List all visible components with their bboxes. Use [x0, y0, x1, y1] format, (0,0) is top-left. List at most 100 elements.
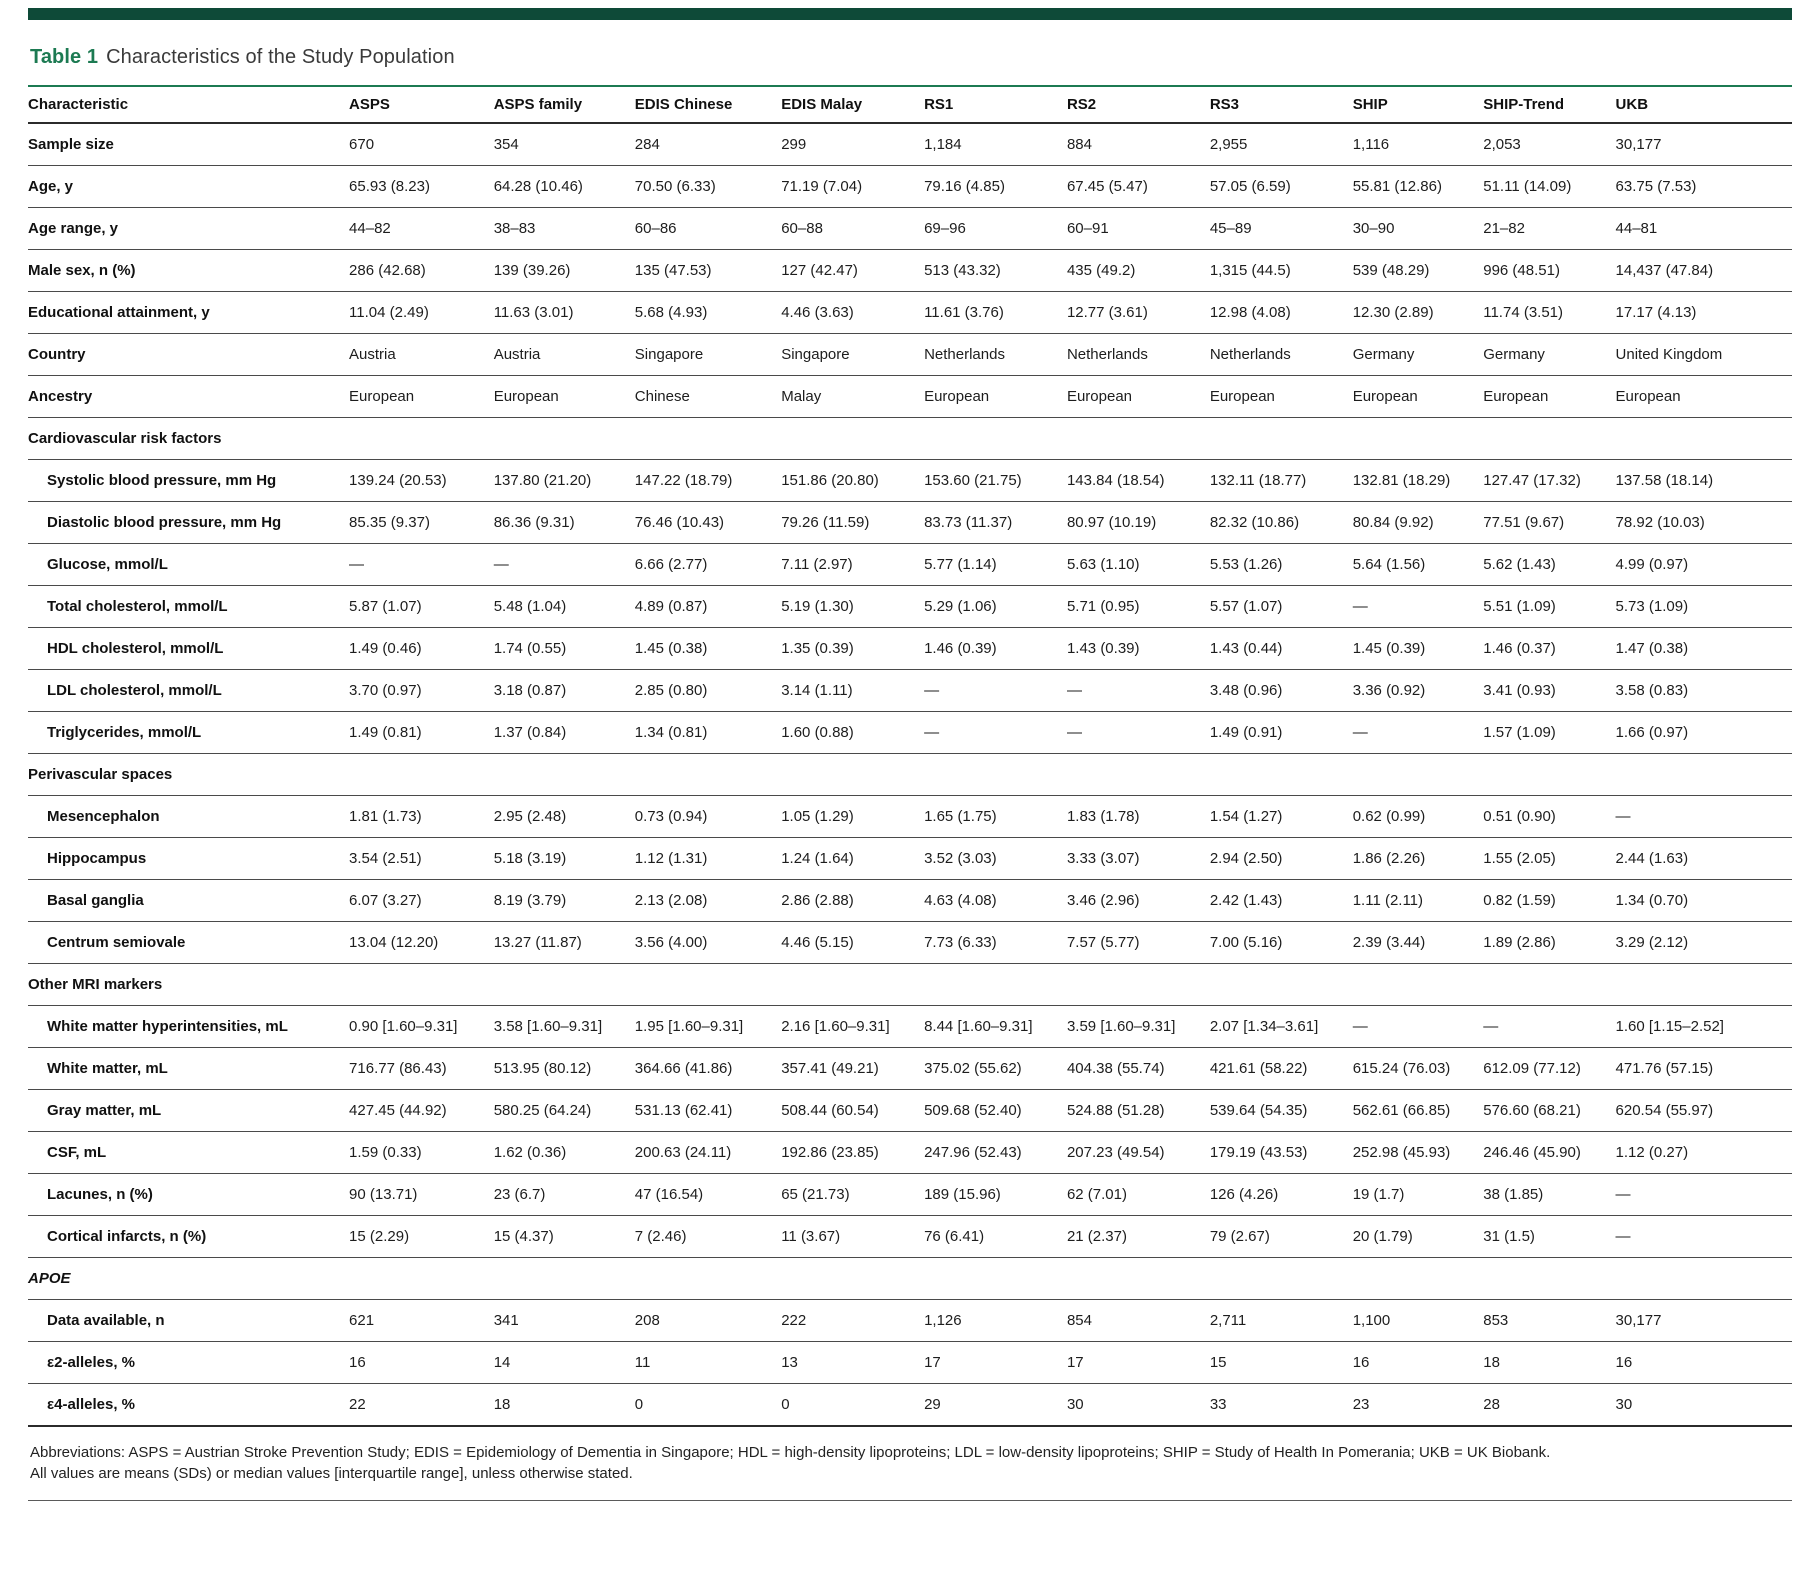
value-cell: 80.97 (10.19) — [1066, 501, 1210, 544]
value-cell: 23 (6.7) — [493, 1173, 635, 1216]
table-row: Data available, n 621 341 208 222 1,126 854 2,7… — [28, 1299, 1792, 1342]
value-cell: 3.56 (4.00) — [634, 921, 782, 964]
table-row: Age range, y 44–82 38–83 60–86 60–88 69–96 60–… — [28, 207, 1792, 250]
value-cell: 3.14 (1.11) — [781, 669, 925, 712]
row-label: CSF, mL — [28, 1131, 350, 1174]
value-cell: — — [1615, 1173, 1792, 1216]
value-cell: 18 — [1483, 1341, 1616, 1384]
row-label: Data available, n — [28, 1299, 350, 1342]
value-cell: 404.38 (55.74) — [1066, 1047, 1210, 1090]
column-header: Characteristic — [28, 85, 350, 124]
footnote-abbreviations: Abbreviations: ASPS = Austrian Stroke Pr… — [30, 1444, 1551, 1461]
value-cell: 132.11 (18.77) — [1209, 459, 1353, 502]
section-row: Cardiovascular risk factors — [28, 417, 1792, 460]
value-cell: 3.46 (2.96) — [1066, 879, 1210, 922]
value-cell: 65.93 (8.23) — [349, 165, 494, 208]
value-cell: 1.89 (2.86) — [1483, 921, 1616, 964]
value-cell: 524.88 (51.28) — [1066, 1089, 1210, 1132]
value-cell: 421.61 (58.22) — [1209, 1047, 1353, 1090]
value-cell: 3.48 (0.96) — [1209, 669, 1353, 712]
value-cell: 2,711 — [1209, 1299, 1353, 1342]
value-cell: 0.82 (1.59) — [1483, 879, 1616, 922]
value-cell: 2.85 (0.80) — [634, 669, 782, 712]
value-cell: 286 (42.68) — [349, 249, 494, 292]
value-cell: 189 (15.96) — [924, 1173, 1067, 1216]
column-header: RS2 — [1066, 85, 1210, 124]
value-cell: — — [1352, 711, 1484, 754]
value-cell: 1.55 (2.05) — [1483, 837, 1616, 880]
value-cell: 1,116 — [1352, 123, 1484, 166]
value-cell: 1.05 (1.29) — [781, 795, 925, 838]
value-cell: 3.36 (0.92) — [1352, 669, 1484, 712]
value-cell: 7.11 (2.97) — [781, 543, 925, 586]
table-row: Systolic blood pressure, mm Hg 139.24 (20… — [28, 459, 1792, 502]
value-cell: 513 (43.32) — [924, 249, 1067, 292]
section-label: Cardiovascular risk factors — [28, 417, 1792, 460]
value-cell: 1.57 (1.09) — [1483, 711, 1616, 754]
value-cell: — — [349, 543, 494, 586]
value-cell: 132.81 (18.29) — [1352, 459, 1484, 502]
value-cell: 13 — [781, 1341, 925, 1384]
value-cell: 14 — [493, 1341, 635, 1384]
value-cell: 11.74 (3.51) — [1483, 291, 1616, 334]
table-title: Table 1 Characteristics of the Study Popu… — [30, 46, 1792, 69]
value-cell: 13.04 (12.20) — [349, 921, 494, 964]
value-cell: 1.43 (0.39) — [1066, 627, 1210, 670]
value-cell: 20 (1.79) — [1352, 1215, 1484, 1258]
value-cell: European — [1066, 375, 1210, 418]
row-label: Hippocampus — [28, 837, 350, 880]
value-cell: — — [1066, 669, 1210, 712]
value-cell: 5.51 (1.09) — [1483, 585, 1616, 628]
value-cell: 670 — [349, 123, 494, 166]
value-cell: 3.70 (0.97) — [349, 669, 494, 712]
value-cell: 5.64 (1.56) — [1352, 543, 1484, 586]
table-row: Total cholesterol, mmol/L 5.87 (1.07) 5.48… — [28, 585, 1792, 628]
value-cell: 23 — [1352, 1383, 1484, 1427]
value-cell: European — [1615, 375, 1792, 418]
value-cell: 853 — [1483, 1299, 1616, 1342]
row-label: Centrum semiovale — [28, 921, 350, 964]
value-cell: 0.51 (0.90) — [1483, 795, 1616, 838]
value-cell: 30,177 — [1615, 1299, 1792, 1342]
value-cell: 11.04 (2.49) — [349, 291, 494, 334]
value-cell: 1.81 (1.73) — [349, 795, 494, 838]
value-cell: 7.00 (5.16) — [1209, 921, 1353, 964]
value-cell: United Kingdom — [1615, 333, 1792, 376]
value-cell: Germany — [1483, 333, 1616, 376]
row-label: Glucose, mmol/L — [28, 543, 350, 586]
value-cell: 5.29 (1.06) — [924, 585, 1067, 628]
value-cell: 3.29 (2.12) — [1615, 921, 1792, 964]
value-cell: 2,955 — [1209, 123, 1353, 166]
value-cell: 16 — [1615, 1341, 1792, 1384]
table-row: Ancestry European European Chinese Malay Euro… — [28, 375, 1792, 418]
value-cell: 33 — [1209, 1383, 1353, 1427]
table-row: Basal ganglia 6.07 (3.27) 8.19 (3.79) 2.13 … — [28, 879, 1792, 922]
row-label: Sample size — [28, 123, 350, 166]
value-cell: 1.34 (0.81) — [634, 711, 782, 754]
value-cell: 1.46 (0.37) — [1483, 627, 1616, 670]
value-cell: European — [1352, 375, 1484, 418]
value-cell: 4.46 (5.15) — [781, 921, 925, 964]
value-cell: 16 — [1352, 1341, 1484, 1384]
value-cell: 5.77 (1.14) — [924, 543, 1067, 586]
value-cell: 15 (2.29) — [349, 1215, 494, 1258]
footnotes: Abbreviations: ASPS = Austrian Stroke Pr… — [30, 1442, 1790, 1484]
value-cell: 1.66 (0.97) — [1615, 711, 1792, 754]
value-cell: 5.62 (1.43) — [1483, 543, 1616, 586]
value-cell: 4.89 (0.87) — [634, 585, 782, 628]
value-cell: 222 — [781, 1299, 925, 1342]
value-cell: 208 — [634, 1299, 782, 1342]
value-cell: Netherlands — [1066, 333, 1210, 376]
value-cell: 1.43 (0.44) — [1209, 627, 1353, 670]
table-row: Mesencephalon 1.81 (1.73) 2.95 (2.48) 0.73 … — [28, 795, 1792, 838]
value-cell: 31 (1.5) — [1483, 1215, 1616, 1258]
value-cell: — — [1483, 1005, 1616, 1048]
value-cell: 1.47 (0.38) — [1615, 627, 1792, 670]
value-cell: 252.98 (45.93) — [1352, 1131, 1484, 1174]
value-cell: 375.02 (55.62) — [924, 1047, 1067, 1090]
value-cell: 60–86 — [634, 207, 782, 250]
value-cell: 247.96 (52.43) — [924, 1131, 1067, 1174]
table-row: Diastolic blood pressure, mm Hg 85.35 (9.… — [28, 501, 1792, 544]
value-cell: 77.51 (9.67) — [1483, 501, 1616, 544]
